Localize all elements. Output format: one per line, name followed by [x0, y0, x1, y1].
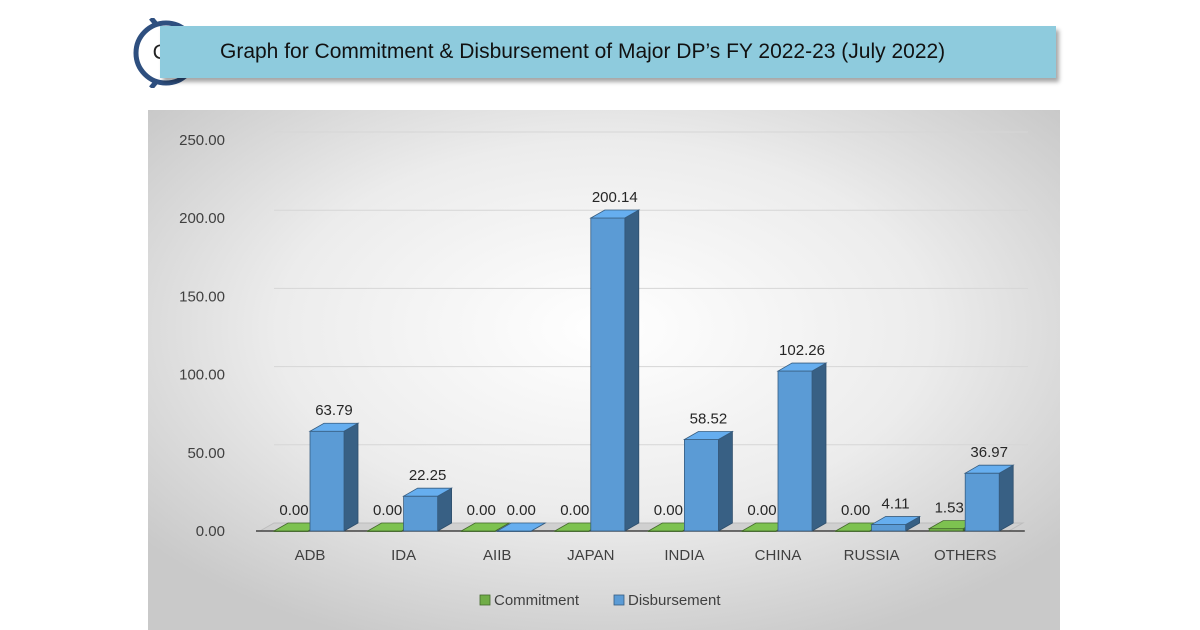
- data-label: 0.00: [747, 502, 776, 519]
- legend-swatch-commitment: [479, 594, 491, 606]
- bar-front-face: [309, 430, 345, 532]
- data-label: 58.52: [690, 410, 728, 427]
- title-banner: Graph for Commitment & Disbursement of M…: [160, 26, 1056, 78]
- legend-label-disbursement: Disbursement: [628, 592, 721, 609]
- y-tick-label: 200.00: [179, 210, 225, 227]
- data-label: 200.14: [592, 189, 638, 206]
- bar-chart: 0.00 50.00 100.00 150.00 200.00 250.00 0.00 63…: [148, 110, 1060, 630]
- bar-front-face: [871, 524, 906, 532]
- bar-top-face: [402, 487, 454, 497]
- commitment-bar: [459, 522, 511, 532]
- x-tick-label: AIIB: [483, 547, 511, 564]
- bar-front-face: [777, 370, 813, 532]
- bar-front-face: [403, 495, 439, 532]
- bar-top-face: [495, 522, 547, 532]
- x-tick-label: RUSSIA: [844, 547, 900, 564]
- y-tick-label: 50.00: [187, 445, 225, 462]
- bar-front-face: [964, 472, 1000, 532]
- data-label: 63.79: [315, 402, 353, 419]
- y-tick-label: 250.00: [179, 132, 225, 149]
- y-tick-label: 150.00: [179, 288, 225, 305]
- data-label: 1.53: [935, 500, 964, 517]
- chart-area: 0.00 50.00 100.00 150.00 200.00 250.00 0.00 63…: [148, 110, 1060, 630]
- x-tick-label: OTHERS: [934, 547, 997, 564]
- bar-top-face: [963, 464, 1015, 474]
- x-tick-label: CHINA: [755, 547, 802, 564]
- x-tick-label: JAPAN: [567, 547, 614, 564]
- disbursement-bar: [308, 422, 360, 532]
- disbursement-bar: [402, 487, 454, 532]
- bar-side-face: [343, 422, 359, 532]
- bar-top-face: [682, 431, 734, 440]
- data-label: 0.00: [560, 502, 589, 519]
- disbursement-bar: [776, 362, 828, 532]
- data-label: 4.11: [882, 496, 910, 513]
- data-label: 22.25: [409, 467, 447, 484]
- data-label: 102.26: [779, 342, 825, 359]
- x-tick-label: IDA: [391, 547, 416, 564]
- data-label: 36.97: [970, 444, 1008, 461]
- bar-top-face: [776, 362, 828, 372]
- data-label: 0.00: [507, 502, 536, 519]
- bar-side-face: [811, 362, 827, 532]
- data-label: 0.00: [279, 502, 308, 519]
- data-label: 0.00: [841, 502, 870, 519]
- disbursement-bar: [682, 430, 734, 532]
- bar-front-face: [590, 217, 626, 532]
- disbursement-bar: [870, 515, 922, 532]
- y-tick-label: 0.00: [196, 523, 225, 540]
- x-tick-label: INDIA: [664, 547, 704, 564]
- legend-swatch-disbursement: [613, 594, 625, 606]
- data-label: 0.00: [654, 502, 683, 519]
- disbursement-bar: [495, 522, 547, 532]
- data-label: 0.00: [373, 502, 402, 519]
- disbursement-bar: [589, 209, 641, 532]
- x-tick-label: ADB: [295, 547, 326, 564]
- legend-label-commitment: Commitment: [494, 592, 580, 609]
- bar-top-face: [308, 422, 360, 432]
- bar-side-face: [998, 464, 1014, 532]
- bar-front-face: [684, 439, 719, 532]
- disbursement-bar: [963, 464, 1015, 532]
- y-tick-label: 100.00: [179, 367, 225, 384]
- bar-side-face: [624, 209, 640, 532]
- bar-side-face: [718, 430, 733, 532]
- data-label: 0.00: [467, 502, 496, 519]
- bar-top-face: [870, 516, 922, 525]
- page-title: Graph for Commitment & Disbursement of M…: [220, 40, 946, 63]
- bar-top-face: [459, 522, 511, 532]
- bar-top-face: [589, 209, 641, 219]
